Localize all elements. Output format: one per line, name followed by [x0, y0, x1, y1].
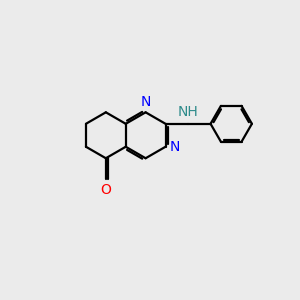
Text: N: N: [170, 140, 180, 154]
Text: NH: NH: [178, 105, 199, 119]
Text: N: N: [140, 95, 151, 109]
Text: O: O: [100, 183, 111, 197]
